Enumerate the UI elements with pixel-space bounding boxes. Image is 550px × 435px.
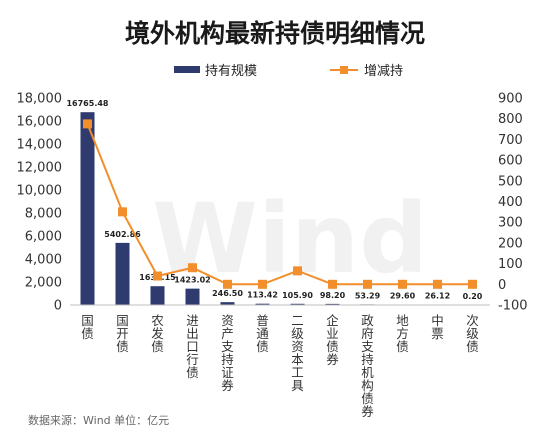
chart-title: 境外机构最新持债明细情况 [125,19,425,48]
line-marker [433,279,442,289]
left-tick-label: 2,000 [25,276,62,291]
category-label: 普通债 [256,313,269,354]
category-label: 地方债 [396,313,409,354]
source-note: 数据来源：Wind 单位：亿元 [28,413,169,427]
line-marker [188,263,197,273]
bar-data-label: 26.12 [425,292,450,301]
legend-swatch-marker [340,66,348,74]
bar-data-label: 98.20 [320,291,346,300]
left-tick-label: 16,000 [17,115,63,130]
bar [115,242,130,305]
legend-label-bar: 持有规模 [205,64,257,79]
line-marker [118,207,127,217]
legend-label-line: 增减持 [364,64,403,79]
left-tick-label: 0 [54,299,62,314]
category-axis: 国债 国开债 农发债 进出口行债 资产支持证券 普通债 二级资本工具 企业债券 政府支持机构债券… [70,304,490,419]
line-marker [468,279,477,289]
line-marker [83,119,92,129]
bar-data-label: 1423.02 [174,276,210,285]
category-label: 中票 [431,313,444,341]
category-label: 资产支持证券 [221,313,234,393]
left-tick-label: 14,000 [17,138,63,153]
left-tick-label: 12,000 [17,161,63,176]
watermark-logo: Wind [152,183,428,295]
category-label: 次级债 [466,313,479,354]
bar-data-label: 105.90 [282,291,313,300]
right-tick-label: 500 [498,174,523,189]
left-tick-label: 6,000 [25,230,62,245]
left-tick-label: 18,000 [17,92,63,107]
right-tick-label: 0 [498,278,506,293]
right-axis: -100 0 100 200 300 400 500 600 700 800 900 [498,92,528,314]
right-tick-label: 300 [498,216,523,231]
bar [325,303,340,305]
line-marker [398,279,407,289]
line-marker [328,279,337,289]
bar [255,303,270,305]
right-tick-label: -100 [498,299,528,314]
bar-data-label: 0.20 [463,292,483,301]
category-label: 国债 [81,313,94,341]
category-label: 企业债券 [326,313,339,367]
line-marker [363,279,372,289]
left-tick-label: 10,000 [17,184,63,199]
category-label: 政府支持机构债券 [361,313,374,419]
right-tick-label: 600 [498,154,523,169]
right-tick-label: 200 [498,236,523,251]
bar [185,288,200,305]
left-axis: 0 2,000 4,000 6,000 8,000 10,000 12,000 14,000 1… [17,92,63,314]
line-marker [258,279,267,289]
line-marker [293,266,302,276]
line-marker [153,271,162,281]
bar-data-label: 246.50 [212,289,243,298]
right-tick-label: 700 [498,133,523,148]
category-label: 二级资本工具 [291,313,304,393]
legend-swatch-bar [174,66,200,73]
bar-data-label: 53.29 [355,291,381,300]
line-series [83,119,477,289]
category-label: 农发债 [151,313,164,354]
category-label: 进出口行债 [186,313,199,380]
left-tick-label: 8,000 [25,207,62,222]
bar [220,302,235,305]
right-tick-label: 800 [498,112,523,127]
right-tick-label: 100 [498,257,523,272]
right-tick-label: 900 [498,92,523,107]
bar-data-label: 113.42 [247,291,278,300]
bar-data-label: 16765.48 [66,99,108,108]
legend: 持有规模 增减持 [174,64,403,79]
line-marker [223,279,232,289]
bar-data-label: 5402.86 [104,230,141,239]
right-tick-label: 400 [498,195,523,210]
bar [150,286,165,305]
bar [80,112,95,305]
left-tick-label: 4,000 [25,253,62,268]
line-path [86,123,473,286]
bar-data-label: 29.60 [390,292,416,301]
category-label: 国开债 [116,313,129,354]
bar [290,303,305,305]
